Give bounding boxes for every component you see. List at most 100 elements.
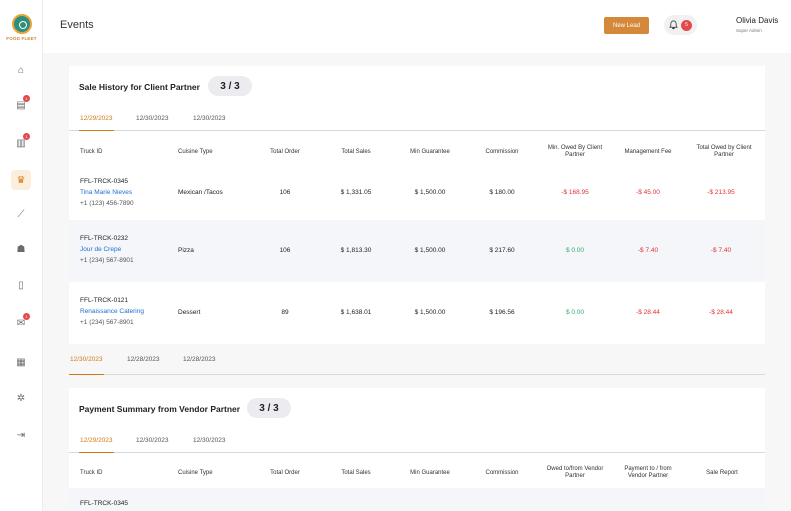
nav-settings[interactable]: ✲ [11,388,31,408]
column-header: Truck ID [80,149,103,155]
management-fee-cell: -$ 45.00 [636,189,660,196]
truck-name-link[interactable]: Renaissance Catering [80,308,144,315]
logo-emblem-icon [11,14,32,34]
truck-info: FFL-TRCK-0121 Renaissance Catering +1 (2… [80,297,170,326]
notification-count-badge: 5 [681,19,692,31]
messages-icon: ✉ [16,317,26,329]
column-header: Payment to / from Vendor Partner [624,466,672,479]
truck-info: FFL-TRCK-0232 Jour de Crepe +1 (234) 567… [80,235,170,264]
truck-info: FFL-TRCK-0345 Tina Marie Nieves +1 (123)… [80,178,170,207]
notifications-button[interactable]: 5 [664,15,697,35]
tab-date[interactable]: 12/29/2023 [79,437,114,453]
min-owed-cell: $ 0.00 [565,309,585,316]
user-name[interactable]: Olivia Davis [736,16,779,25]
tab-date[interactable]: 12/28/2023 [183,356,216,363]
nav-home[interactable]: ⌂ [11,60,31,80]
bell-icon [669,20,678,30]
chart-icon: ▤ [16,99,26,111]
orders-cell: 106 [279,247,291,254]
nav-trophy[interactable]: ♛ [11,170,31,190]
orders-cell: 89 [281,309,289,316]
analytics-icon: ⟋ [17,208,25,220]
tab-date[interactable]: 12/30/2023 [193,437,226,444]
truck-id: FFL-TRCK-0232 [80,235,129,242]
column-header: Cuisine Type [178,470,213,476]
tab-date[interactable]: 12/30/2023 [136,115,169,122]
min-guarantee-cell: $ 1,500.00 [414,309,446,316]
sales-cell: $ 1,813.30 [340,247,372,254]
nav-file[interactable]: ▯ [11,275,31,295]
total-owed-cell: -$ 7.40 [710,247,732,254]
column-header: Cuisine Type [178,149,213,155]
reports-icon: ▦ [16,356,26,368]
document-icon: ▥ [16,137,26,149]
table-row[interactable]: FFL-TRCK-0345 Tina Marie Nieves +1 (123)… [69,166,765,220]
nav-logout[interactable]: ⇥ [11,425,31,445]
sale-history-title: Sale History for Client Partner [79,82,200,92]
table-row[interactable]: FFL-TRCK-0121 Renaissance Catering +1 (2… [69,282,765,344]
home-icon: ⌂ [17,64,25,76]
nav-chart[interactable]: ▤ 1 [11,95,31,115]
sales-cell: $ 1,638.01 [340,309,372,316]
column-header: Total Owed by Client Partner [696,145,752,158]
column-header: Min. Owed By Client Partner [547,145,603,158]
column-header: Total Order [270,470,300,476]
truck-name-link[interactable]: Tina Marie Nieves [80,189,133,196]
tab-date[interactable]: 12/30/2023 [69,356,104,375]
column-header: Min Guarantee [410,149,450,155]
nav-badge: 1 [23,95,30,102]
column-header: Total Order [270,149,300,155]
min-guarantee-cell: $ 1,500.00 [414,247,446,254]
tab-date[interactable]: 12/30/2023 [136,437,169,444]
management-fee-cell: -$ 28.44 [636,309,660,316]
orders-cell: 106 [279,189,291,196]
nav-badge: 1 [23,313,30,320]
commission-cell: $ 180.00 [489,189,515,196]
table-row[interactable]: FFL-TRCK-0232 Jour de Crepe +1 (234) 567… [69,220,765,282]
commission-cell: $ 196.56 [489,309,515,316]
truck-id: FFL-TRCK-0345 [80,178,129,185]
truck-phone: +1 (234) 567-8901 [80,319,134,326]
column-header: Total Sales [341,149,371,155]
logo-text: FOOD FLEET [6,36,37,41]
nav-analytics[interactable]: ⟋ [11,204,31,224]
new-lead-button[interactable]: New Lead [604,17,649,34]
management-fee-cell: -$ 7.40 [637,247,659,254]
tab-date[interactable]: 12/28/2023 [127,356,160,363]
table-row[interactable]: FFL-TRCK-0345 [69,488,765,511]
min-owed-cell: $ 0.00 [565,247,585,254]
commission-cell: $ 217.60 [489,247,515,254]
sale-history-card: Sale History for Client Partner 3 / 3 12… [69,66,765,344]
column-header: Management Fee [624,149,672,155]
sale-history-count: 3 / 3 [208,76,252,96]
payment-summary-count: 3 / 3 [247,398,291,418]
nav-reports[interactable]: ▦ [11,352,31,372]
payment-summary-title: Payment Summary from Vendor Partner [79,404,241,414]
truck-name-link[interactable]: Jour de Crepe [80,246,122,253]
min-guarantee-cell: $ 1,500.00 [414,189,446,196]
tab-date[interactable]: 12/30/2023 [193,115,226,122]
logout-icon: ⇥ [16,429,26,441]
total-owed-cell: -$ 28.44 [709,309,733,316]
logo[interactable]: FOOD FLEET [5,14,38,41]
sale-history-tabs: 12/29/2023 12/30/2023 12/30/2023 [69,115,765,131]
tab-date[interactable]: 12/29/2023 [79,115,114,131]
nav-users[interactable]: ☗ [11,239,31,259]
payment-summary-tabs: 12/29/2023 12/30/2023 12/30/2023 [69,437,765,453]
nav-messages[interactable]: ✉ 1 [11,313,31,333]
cuisine-cell: Dessert [178,309,201,316]
column-header: Min Guarantee [410,470,450,476]
truck-id: FFL-TRCK-0345 [80,500,129,507]
truck-id: FFL-TRCK-0121 [80,297,129,304]
min-owed-cell: -$ 168.95 [561,189,589,196]
nav-document[interactable]: ▥ 1 [11,133,31,153]
settings-icon: ✲ [16,392,26,404]
trophy-icon: ♛ [16,174,26,186]
nav-badge: 1 [23,133,30,140]
sidebar: FOOD FLEET ⌂ ▤ 1 ▥ 1 ♛ ⟋ ☗ ▯ ✉ 1 ▦ ✲ ⇥ [0,0,43,511]
top-bar: Events New Lead 5 Olivia Davis Super Adm… [43,0,791,53]
column-header: Sale Report [706,470,738,476]
total-owed-cell: -$ 213.95 [707,189,735,196]
cuisine-cell: Mexican /Tacos [178,189,223,196]
page-title: Events [60,19,94,31]
